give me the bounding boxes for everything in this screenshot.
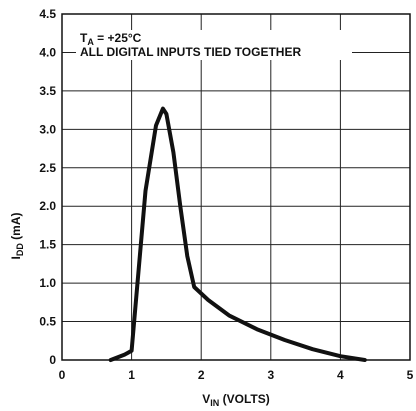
y-axis-label: IDD (mA) bbox=[9, 212, 25, 259]
x-axis-label: VIN (VOLTS) bbox=[202, 392, 269, 408]
y-tick-label: 2.0 bbox=[39, 199, 56, 213]
x-tick-labels: 0 1 2 3 4 5 bbox=[59, 368, 414, 382]
y-tick-label: 2.5 bbox=[39, 161, 56, 175]
y-tick-label: 4.0 bbox=[39, 45, 56, 59]
y-tick-label: 3.5 bbox=[39, 84, 56, 98]
y-tick-labels: 0 0.5 1.0 1.5 2.0 2.5 3.0 3.5 4.0 4.5 bbox=[39, 7, 56, 367]
y-tick-label: 4.5 bbox=[39, 7, 56, 21]
x-tick-label: 2 bbox=[198, 368, 205, 382]
y-tick-label: 1.5 bbox=[39, 238, 56, 252]
inputs-annotation: ALL DIGITAL INPUTS TIED TOGETHER bbox=[80, 45, 301, 59]
y-tick-label: 0.5 bbox=[39, 315, 56, 329]
y-tick-label: 0 bbox=[49, 353, 56, 367]
x-tick-label: 3 bbox=[267, 368, 274, 382]
x-tick-label: 5 bbox=[407, 368, 414, 382]
temperature-annotation: TA = +25°C bbox=[80, 31, 142, 47]
y-tick-label: 1.0 bbox=[39, 276, 56, 290]
grid-lines bbox=[61, 13, 411, 361]
idd-curve bbox=[108, 106, 367, 362]
plot-frame bbox=[61, 13, 411, 361]
x-tick-label: 0 bbox=[59, 368, 66, 382]
y-tick-label: 3.0 bbox=[39, 122, 56, 136]
x-tick-label: 1 bbox=[128, 368, 135, 382]
annotation-background bbox=[76, 30, 352, 60]
x-tick-label: 4 bbox=[337, 368, 344, 382]
